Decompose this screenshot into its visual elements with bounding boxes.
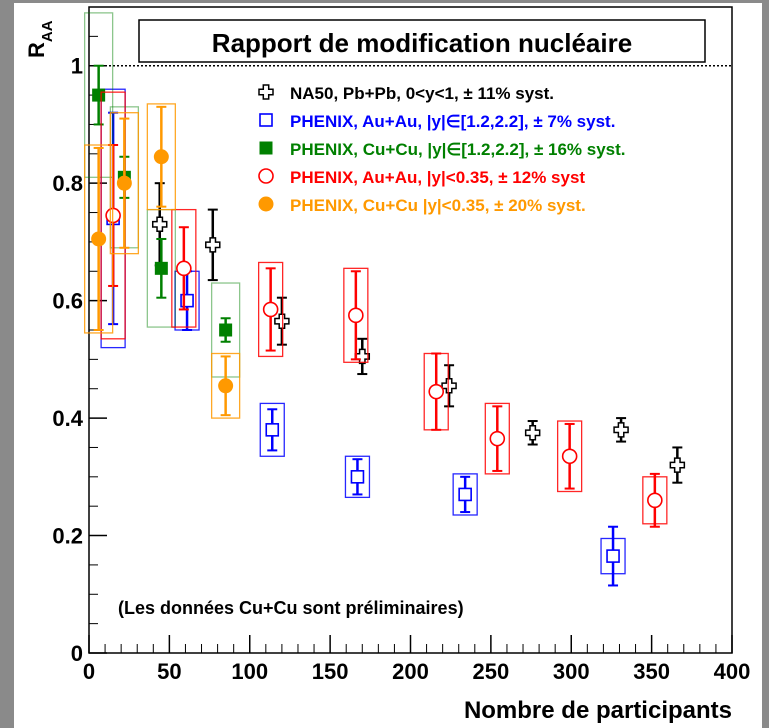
syst-box: [344, 455, 371, 499]
legend-entry-1: PHENIX, Au+Au, |y|∈[1.2,2.2], ± 7% syst.: [259, 112, 615, 131]
legend: NA50, Pb+Pb, 0<y<1, ± 11% syst. PHENIX, A…: [258, 84, 626, 215]
y-axis-label-sub: AA: [39, 20, 56, 42]
marker-filled-square: [259, 141, 273, 155]
y-axis-label: RAA: [24, 20, 56, 58]
preliminary-note: (Les données Cu+Cu sont préliminaires): [118, 598, 464, 618]
y-tick-label: 0.4: [52, 406, 83, 431]
marker-open-circle: [561, 448, 578, 465]
marker-open-cross: [151, 216, 168, 233]
legend-label: PHENIX, Au+Au, |y|∈[1.2,2.2], ± 7% syst.: [290, 112, 615, 131]
series-1: [100, 88, 626, 587]
marker-open-circle: [262, 301, 279, 318]
series-4: [83, 103, 241, 419]
legend-label: PHENIX, Au+Au, |y|<0.35, ± 12% syst: [290, 168, 585, 187]
marker-open-square: [458, 487, 472, 502]
chart-title: Rapport de modification nucléaire: [212, 28, 632, 58]
x-axis-label: Nombre de participants: [464, 697, 732, 724]
marker-open-cross: [354, 348, 371, 365]
syst-box: [83, 144, 114, 334]
marker-filled-square: [92, 88, 106, 102]
legend-entry-3: PHENIX, Au+Au, |y|<0.35, ± 12% syst: [258, 168, 585, 187]
y-tick-label: 0: [71, 641, 83, 666]
right-border: [762, 0, 769, 728]
syst-box: [171, 208, 197, 328]
marker-filled-square: [154, 261, 168, 275]
syst-box: [109, 112, 140, 255]
syst-box: [343, 267, 369, 363]
marker-open-square: [265, 423, 280, 437]
marker-open-square: [606, 549, 620, 563]
x-tick-label: 250: [473, 659, 510, 684]
x-tick-label: 400: [714, 659, 751, 684]
syst-box: [257, 261, 284, 358]
y-axis-label-main: R: [24, 42, 49, 58]
marker-filled-circle: [91, 231, 107, 247]
title-box: [138, 19, 706, 63]
syst-box: [259, 402, 285, 457]
x-tick-label: 0: [83, 659, 95, 684]
legend-entry-4: PHENIX, Cu+Cu |y|<0.35, ± 20% syst.: [258, 196, 586, 215]
x-tick-label: 200: [392, 659, 429, 684]
marker-open-circle: [176, 260, 192, 277]
legend-entry-0: NA50, Pb+Pb, 0<y<1, ± 11% syst.: [258, 84, 554, 103]
syst-box: [452, 473, 478, 516]
left-border: [0, 0, 14, 728]
marker-open-cross: [274, 313, 290, 329]
legend-label: NA50, Pb+Pb, 0<y<1, ± 11% syst.: [290, 84, 554, 103]
legend-label: PHENIX, Cu+Cu |y|<0.35, ± 20% syst.: [290, 196, 586, 215]
marker-open-cross: [258, 84, 274, 100]
marker-filled-circle: [218, 378, 234, 394]
marker-open-circle: [489, 430, 506, 447]
marker-open-square: [350, 470, 365, 484]
y-tick-label: 0.8: [52, 171, 83, 196]
marker-open-square: [259, 113, 273, 127]
y-tick-label: 0.6: [52, 289, 83, 314]
marker-open-circle: [428, 383, 445, 400]
y-tick-label: 0.2: [52, 524, 83, 549]
marker-open-circle: [348, 307, 364, 324]
top-border: [0, 0, 769, 3]
x-tick-label: 350: [633, 659, 670, 684]
legend-label: PHENIX, Cu+Cu, |y|∈[1.2,2.2], ± 16% syst…: [290, 140, 626, 159]
marker-filled-circle: [258, 196, 274, 212]
x-tick-label: 50: [157, 659, 181, 684]
legend-entry-2: PHENIX, Cu+Cu, |y|∈[1.2,2.2], ± 16% syst…: [259, 140, 626, 159]
marker-open-cross: [441, 378, 457, 394]
marker-filled-square: [219, 323, 233, 337]
x-tick-label: 100: [231, 659, 268, 684]
syst-box: [556, 420, 583, 493]
syst-box: [210, 352, 241, 419]
x-tick-label: 300: [553, 659, 590, 684]
syst-box: [146, 103, 176, 211]
marker-open-cross: [524, 425, 541, 441]
marker-open-circle: [647, 492, 663, 509]
marker-open-cross: [669, 457, 686, 473]
y-tick-label: 1: [71, 54, 83, 79]
axes: 0 50 100 150 200 250 300 350 400 0 0.2 0.4 0.6 0.8 1: [52, 35, 751, 684]
marker-filled-circle: [153, 149, 169, 165]
marker-filled-circle: [116, 175, 132, 191]
x-tick-label: 150: [312, 659, 349, 684]
syst-box: [484, 402, 510, 475]
marker-open-cross: [613, 422, 629, 438]
marker-open-circle: [258, 168, 274, 184]
series-0: [151, 182, 686, 484]
data-marks: [83, 12, 686, 587]
marker-open-cross: [205, 237, 221, 253]
